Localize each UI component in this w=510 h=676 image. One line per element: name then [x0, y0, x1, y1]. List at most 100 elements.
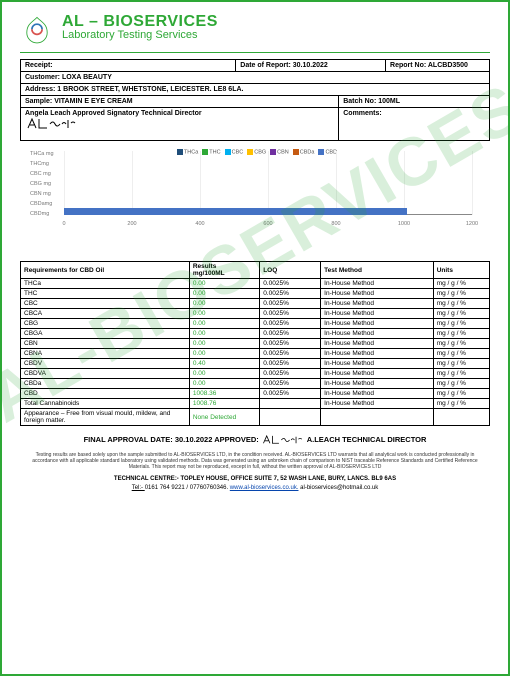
table-cell: 0.40	[189, 359, 259, 369]
info-block: Receipt: Date of Report: 30.10.2022 Repo…	[20, 59, 490, 141]
table-cell: CBNA	[21, 349, 190, 359]
table-cell	[433, 409, 489, 426]
table-cell: 0.0025%	[260, 359, 321, 369]
table-cell: mg / g / %	[433, 329, 489, 339]
table-cell: mg / g / %	[433, 279, 489, 289]
logo-icon	[20, 14, 54, 48]
table-row: Total Cannabinoids1008.76In-House Method…	[21, 399, 490, 409]
y-cat: CBC mg	[30, 171, 54, 177]
table-row: Appearance – Free from visual mould, mil…	[21, 409, 490, 426]
tech-centre: TECHNICAL CENTRE:- TOPLEY HOUSE, OFFICE …	[20, 476, 490, 482]
y-cat: CBDamg	[30, 201, 54, 207]
table-cell: 0.00	[189, 289, 259, 299]
approval-line: FINAL APPROVAL DATE: 30.10.2022 APPROVED…	[20, 434, 490, 446]
table-cell: mg / g / %	[433, 399, 489, 409]
table-cell: 0.0025%	[260, 309, 321, 319]
header: AL – BIOSERVICES Laboratory Testing Serv…	[20, 14, 490, 48]
table-cell: Appearance – Free from visual mould, mil…	[21, 409, 190, 426]
table-header: LOQ	[260, 262, 321, 279]
table-cell: CBDV	[21, 359, 190, 369]
table-cell: 0.00	[189, 319, 259, 329]
table-cell: mg / g / %	[433, 379, 489, 389]
table-header: Units	[433, 262, 489, 279]
table-cell: THCa	[21, 279, 190, 289]
report-cell: Report No: ALCBD3500	[386, 60, 489, 71]
table-header: Requirements for CBD Oil	[21, 262, 190, 279]
table-cell: 0.00	[189, 309, 259, 319]
table-cell: 0.00	[189, 299, 259, 309]
table-row: CBG0.000.0025%In-House Methodmg / g / %	[21, 319, 490, 329]
header-divider	[20, 52, 490, 53]
table-cell: mg / g / %	[433, 289, 489, 299]
table-cell: CBG	[21, 319, 190, 329]
table-cell: 1008.76	[189, 399, 259, 409]
table-cell: 0.0025%	[260, 279, 321, 289]
table-row: CBDVA0.000.0025%In-House Methodmg / g / …	[21, 369, 490, 379]
table-cell	[260, 399, 321, 409]
table-cell: In-House Method	[321, 359, 434, 369]
table-cell	[321, 409, 434, 426]
fine-print: Testing results are based solely upon th…	[32, 452, 478, 470]
y-cat: CBDmg	[30, 211, 54, 217]
brand-name: AL – BIOSERVICES	[62, 14, 218, 30]
table-cell: 0.0025%	[260, 369, 321, 379]
table-cell: 0.00	[189, 339, 259, 349]
table-cell: 0.0025%	[260, 319, 321, 329]
table-cell: CBDa	[21, 379, 190, 389]
table-row: CBDV0.400.0025%In-House Methodmg / g / %	[21, 359, 490, 369]
receipt-cell: Receipt:	[21, 60, 236, 71]
table-cell: In-House Method	[321, 279, 434, 289]
bar-cbd	[64, 208, 407, 215]
table-cell: In-House Method	[321, 389, 434, 399]
table-cell: mg / g / %	[433, 309, 489, 319]
table-row: CBGA0.000.0025%In-House Methodmg / g / %	[21, 329, 490, 339]
table-cell: THC	[21, 289, 190, 299]
table-cell: None Detected	[189, 409, 259, 426]
table-cell	[260, 409, 321, 426]
table-cell: In-House Method	[321, 339, 434, 349]
contact-line: Tel:- 0161 764 9221 / 07760760346. www.a…	[20, 485, 490, 491]
table-cell: 0.00	[189, 349, 259, 359]
table-cell: 0.00	[189, 329, 259, 339]
table-cell: mg / g / %	[433, 319, 489, 329]
table-cell: 0.00	[189, 369, 259, 379]
table-cell: Total Cannabinoids	[21, 399, 190, 409]
table-cell: mg / g / %	[433, 299, 489, 309]
table-cell: CBCA	[21, 309, 190, 319]
table-cell: CBD	[21, 389, 190, 399]
sample-cell: Sample: VITAMIN E EYE CREAM	[21, 96, 339, 107]
table-row: CBDa0.000.0025%In-House Methodmg / g / %	[21, 379, 490, 389]
table-row: CBN0.000.0025%In-House Methodmg / g / %	[21, 339, 490, 349]
customer-cell: Customer: LOXA BEAUTY	[21, 72, 489, 83]
chart: THCa mgTHCmgCBC mgCBG mgCBN mgCBDamgCBDm…	[30, 149, 480, 257]
table-cell: In-House Method	[321, 349, 434, 359]
y-cat: THCmg	[30, 161, 54, 167]
signatory-cell: Angela Leach Approved Signatory Technica…	[21, 108, 339, 140]
comments-cell: Comments:	[339, 108, 489, 140]
brand-sub: Laboratory Testing Services	[62, 30, 218, 41]
table-cell: 0.00	[189, 279, 259, 289]
table-cell: mg / g / %	[433, 359, 489, 369]
results-table: Requirements for CBD OilResultsmg/100MLL…	[20, 261, 490, 426]
table-row: THC0.000.0025%In-House Methodmg / g / %	[21, 289, 490, 299]
table-cell: In-House Method	[321, 299, 434, 309]
table-row: CBNA0.000.0025%In-House Methodmg / g / %	[21, 349, 490, 359]
table-cell: 0.0025%	[260, 339, 321, 349]
table-cell: In-House Method	[321, 379, 434, 389]
table-cell: 0.0025%	[260, 289, 321, 299]
site-link[interactable]: www.al-bioservices.co.uk.	[230, 485, 299, 491]
table-cell: In-House Method	[321, 329, 434, 339]
signature	[25, 117, 334, 131]
table-cell: mg / g / %	[433, 339, 489, 349]
table-cell: 0.00	[189, 379, 259, 389]
table-cell: mg / g / %	[433, 389, 489, 399]
date-cell: Date of Report: 30.10.2022	[236, 60, 386, 71]
table-cell: 0.0025%	[260, 389, 321, 399]
table-header: Resultsmg/100ML	[189, 262, 259, 279]
table-cell: CBGA	[21, 329, 190, 339]
table-cell: In-House Method	[321, 309, 434, 319]
y-cat: THCa mg	[30, 151, 54, 157]
table-cell: 0.0025%	[260, 349, 321, 359]
table-row: CBC0.000.0025%In-House Methodmg / g / %	[21, 299, 490, 309]
table-cell: 1008.36	[189, 389, 259, 399]
